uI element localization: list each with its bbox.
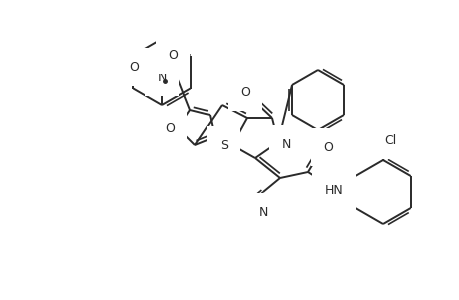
Text: O: O xyxy=(168,49,178,62)
Text: O: O xyxy=(129,61,139,74)
Text: Cl: Cl xyxy=(383,134,395,146)
Text: O: O xyxy=(165,122,174,134)
Text: S: S xyxy=(219,139,228,152)
Text: HN: HN xyxy=(324,184,342,197)
Text: N: N xyxy=(157,70,166,83)
Text: N: N xyxy=(281,137,290,151)
Text: N: N xyxy=(258,206,267,218)
Text: O: O xyxy=(322,140,332,154)
Text: O: O xyxy=(240,85,249,98)
